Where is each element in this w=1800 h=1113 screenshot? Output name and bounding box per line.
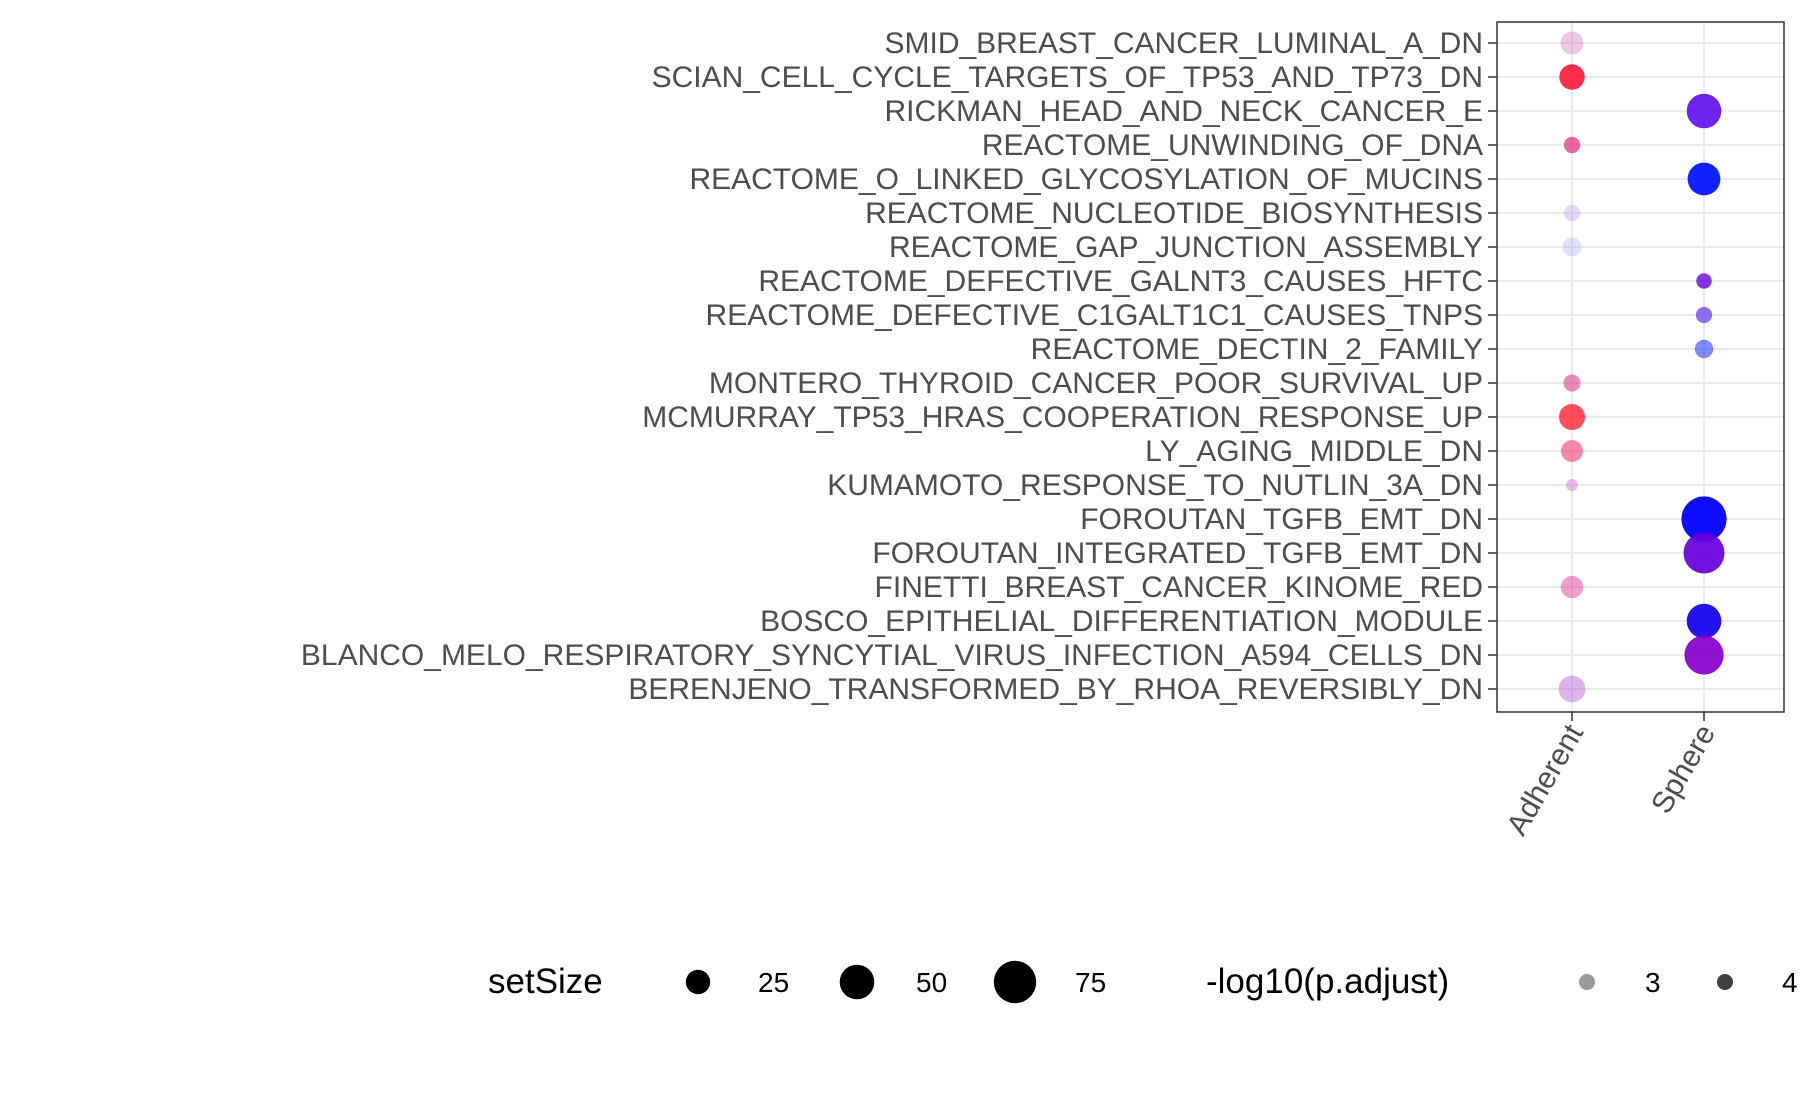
data-point [1687,162,1721,196]
alpha-legend-label: 3 [1645,967,1661,998]
grid-layer [1497,22,1784,712]
size-legend-label: 50 [916,967,947,998]
alpha-legend-key [1717,974,1733,990]
size-legend-key [839,964,875,1000]
y-tick-label: FOROUTAN_TGFB_EMT_DN [1080,503,1483,536]
data-point [1559,64,1585,90]
y-tick-label: FINETTI_BREAST_CANCER_KINOME_RED [875,571,1483,604]
data-point [1695,306,1713,324]
data-point [1563,204,1581,222]
y-tick-label: MCMURRAY_TP53_HRAS_COOPERATION_RESPONSE_… [642,401,1483,434]
alpha-legend-key [1579,974,1595,990]
data-point [1563,136,1581,154]
data-point [1558,675,1586,703]
y-tick-label: BLANCO_MELO_RESPIRATORY_SYNCYTIAL_VIRUS_… [301,639,1483,672]
data-point [1684,635,1724,675]
panel-border [1496,21,1785,713]
size-legend-keys: 25 50 75 [685,960,1106,1004]
data-point [1560,31,1584,55]
y-tick-label: BOSCO_EPITHELIAL_DIFFERENTIATION_MODULE [760,605,1483,638]
data-point [1562,237,1582,257]
x-tick-label: Sphere [1645,719,1722,819]
data-point [1696,273,1712,289]
y-tick-label: REACTOME_DEFECTIVE_C1GALT1C1_CAUSES_TNPS [706,299,1483,332]
y-axis: SMID_BREAST_CANCER_LUMINAL_A_DNSCIAN_CEL… [301,27,1497,706]
data-point [1561,440,1583,462]
y-tick-label: SMID_BREAST_CANCER_LUMINAL_A_DN [884,27,1483,60]
y-tick-label: REACTOME_GAP_JUNCTION_ASSEMBLY [889,231,1483,264]
y-tick-label: KUMAMOTO_RESPONSE_TO_NUTLIN_3A_DN [827,469,1483,502]
size-legend-label: 25 [758,967,789,998]
size-legend-label: 75 [1075,967,1106,998]
y-tick-label: REACTOME_DECTIN_2_FAMILY [1031,333,1483,366]
data-point [1559,404,1585,430]
size-legend-key [993,960,1037,1004]
y-tick-label: RICKMAN_HEAD_AND_NECK_CANCER_E [885,95,1484,128]
x-tick-label: Adherent [1501,718,1591,841]
y-tick-label: MONTERO_THYROID_CANCER_POOR_SURVIVAL_UP [709,367,1483,400]
points-layer [1558,31,1727,703]
y-tick-label: BERENJENO_TRANSFORMED_BY_RHOA_REVERSIBLY… [628,673,1483,706]
data-point [1683,532,1725,574]
y-tick-label: REACTOME_O_LINKED_GLYCOSYLATION_OF_MUCIN… [689,163,1483,196]
data-point [1686,603,1722,639]
data-point [1560,575,1584,599]
y-tick-label: REACTOME_NUCLEOTIDE_BIOSYNTHESIS [865,197,1483,230]
x-axis: Adherent Sphere [1501,712,1722,841]
data-point [1681,496,1727,542]
y-tick-label: SCIAN_CELL_CYCLE_TARGETS_OF_TP53_AND_TP7… [652,61,1483,94]
data-point [1694,339,1714,359]
alpha-legend-title: -log10(p.adjust) [1206,962,1449,1001]
y-tick-label: FOROUTAN_INTEGRATED_TGFB_EMT_DN [872,537,1483,570]
data-point [1563,374,1581,392]
data-point [1566,479,1578,491]
size-legend-title: setSize [488,962,603,1001]
size-legend-key [685,969,711,995]
data-point [1686,93,1722,129]
y-tick-label: REACTOME_UNWINDING_OF_DNA [982,129,1483,162]
alpha-legend-label: 4 [1782,967,1798,998]
y-tick-label: LY_AGING_MIDDLE_DN [1145,435,1483,468]
y-tick-label: REACTOME_DEFECTIVE_GALNT3_CAUSES_HFTC [758,265,1483,298]
